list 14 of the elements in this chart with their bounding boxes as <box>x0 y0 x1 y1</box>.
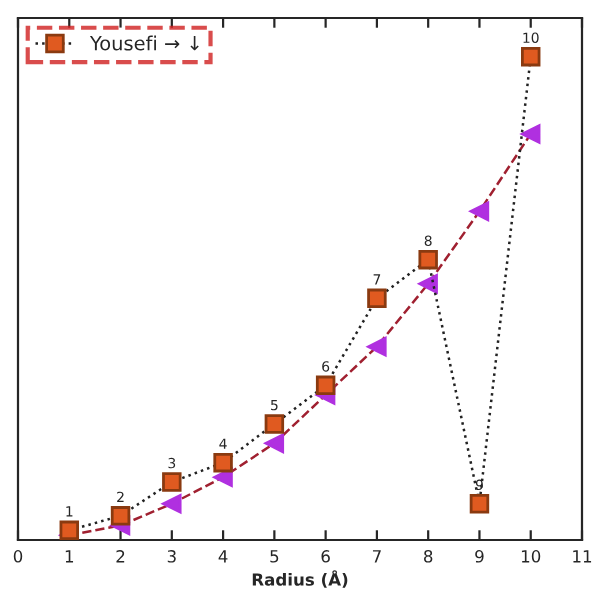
x-tick-label: 9 <box>475 550 484 563</box>
x-tick-label: 6 <box>321 550 330 563</box>
x-tick-label: 7 <box>372 550 381 563</box>
x-tick-label: 5 <box>270 550 279 563</box>
x-tick-label: 8 <box>424 550 433 563</box>
legend-label: Yousefi → ↓ <box>89 35 199 51</box>
x-tick-label: 3 <box>167 550 176 563</box>
x-tick-label: 0 <box>13 550 23 563</box>
x-tick-label: 10 <box>521 550 541 563</box>
x-axis-title: Radius (Å) <box>252 570 348 588</box>
x-tick-label: 1 <box>65 550 74 563</box>
x-tick-label: 4 <box>218 550 228 563</box>
x-tick-label: 11 <box>573 550 592 563</box>
x-tick-label: 2 <box>116 550 125 563</box>
